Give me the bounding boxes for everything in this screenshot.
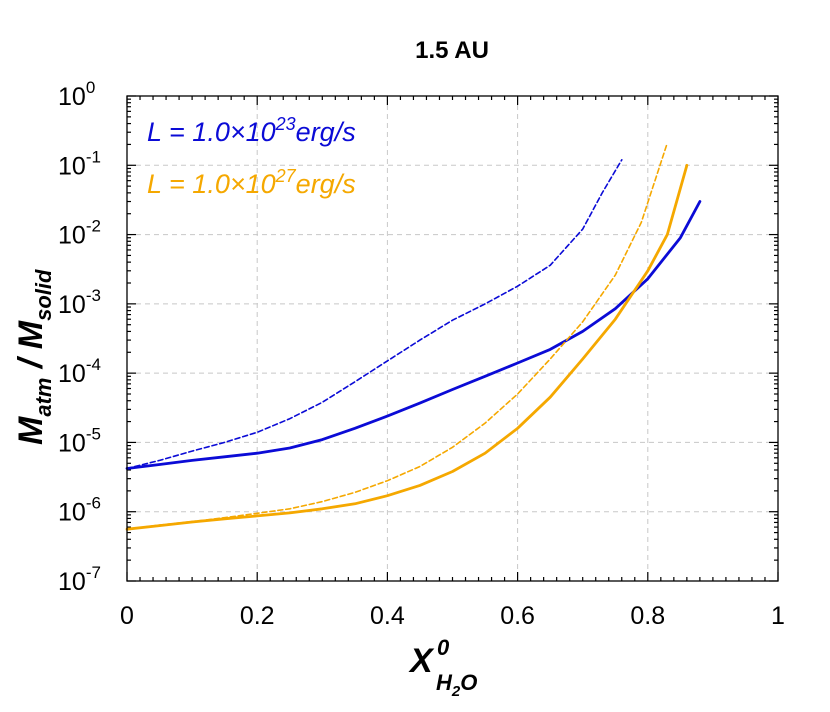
- plot-frame: [126, 95, 779, 582]
- x-label-sub-o: O: [460, 670, 477, 695]
- y-tick-label: 10-7: [58, 563, 101, 596]
- y-label-num: M: [12, 416, 50, 445]
- x-tick-labels: 0 0.2 0.4 0.6 0.8 1: [120, 602, 785, 630]
- series-line-3-solid: [125, 163, 689, 531]
- x-label-sub-2: 2: [451, 683, 461, 700]
- x-tick-label: 0.4: [370, 602, 405, 630]
- legend-2-suffix: erg/s: [296, 169, 356, 199]
- x-label-main: X: [408, 642, 435, 680]
- x-tick-label: 0: [120, 602, 134, 630]
- x-axis-label: X 0 H2O: [408, 635, 477, 700]
- legend-1-suffix: erg/s: [296, 117, 356, 147]
- y-tick-label: 10-6: [58, 494, 101, 527]
- grid-lines: [127, 96, 778, 581]
- x-label-superscript: 0: [437, 635, 450, 660]
- y-tick-label: 10-4: [58, 355, 101, 388]
- y-label-den: M: [12, 320, 50, 349]
- y-tick-label: 10-5: [58, 424, 101, 457]
- x-tick-label: 0.6: [500, 602, 535, 630]
- series-line-4-dashed: [126, 142, 669, 531]
- y-tick-label: 10-1: [58, 147, 101, 180]
- y-label-sep: /: [12, 349, 50, 377]
- y-tick-label: 100: [58, 78, 95, 111]
- y-axis-label: Matm / Msolid: [12, 269, 56, 445]
- minor-ticks: [126, 95, 779, 582]
- legend-1-prefix: L = 1.0×10: [147, 117, 276, 147]
- legend-2-prefix: L = 1.0×10: [147, 169, 276, 199]
- x-tick-label: 0.2: [240, 602, 275, 630]
- chart-title: 1.5 AU: [415, 37, 489, 64]
- legend-2-exponent: 27: [275, 166, 297, 186]
- x-label-subscript: H2O: [436, 670, 477, 700]
- series-line-1-solid: [125, 200, 702, 470]
- y-tick-label: 10-3: [58, 286, 101, 319]
- legend-entry-2: L = 1.0×1027erg/s: [147, 166, 356, 199]
- y-tick-labels: 10-7 10-6 10-5 10-4 10-3 10-2 10-1 100: [58, 78, 101, 596]
- legend-1-exponent: 23: [275, 114, 296, 134]
- legend-entry-1: L = 1.0×1023erg/s: [147, 114, 356, 147]
- y-label-den-sub: solid: [31, 269, 56, 321]
- x-label-sub-h: H: [436, 670, 453, 695]
- y-tick-label: 10-2: [58, 217, 101, 250]
- x-tick-label: 1: [771, 602, 785, 630]
- series-lines: [125, 142, 702, 531]
- y-label-num-sub: atm: [31, 378, 56, 417]
- series-line-2-dashed: [126, 159, 623, 470]
- x-tick-label: 0.8: [630, 602, 665, 630]
